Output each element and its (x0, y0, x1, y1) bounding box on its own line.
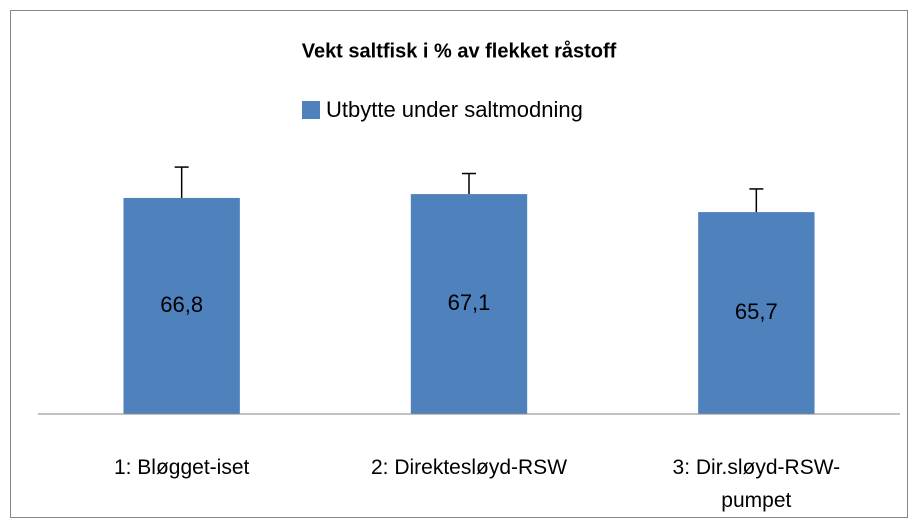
value-label: 66,8 (160, 292, 203, 317)
chart-title: Vekt saltfisk i % av flekket råstoff (302, 39, 617, 62)
x-tick-label: 1: Bløgget-iset (113, 456, 250, 479)
legend-swatch (302, 101, 320, 119)
bar (123, 197, 240, 414)
x-tick-label: 3: Dir.sløyd-RSW-pumpet (672, 456, 841, 512)
x-tick-label: 2: Direktesløyd-RSW (370, 456, 568, 479)
value-label: 65,7 (735, 299, 778, 324)
legend-label: Utbytte under saltmodning (326, 97, 583, 122)
value-label: 67,1 (448, 290, 491, 315)
bar (698, 212, 815, 414)
bar (410, 194, 528, 414)
